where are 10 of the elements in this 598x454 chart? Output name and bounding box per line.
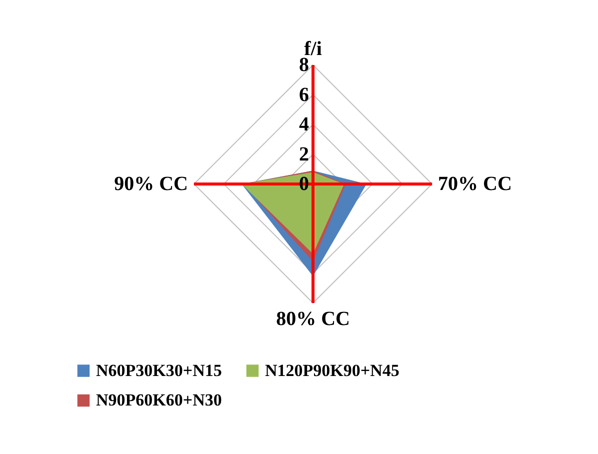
spoke-label: 80% CC (276, 308, 350, 330)
y-tick-label: 4 (299, 114, 309, 136)
spoke-label: 90% CC (114, 173, 188, 195)
y-tick-label: 2 (299, 143, 309, 166)
spoke-label: 70% CC (438, 173, 512, 195)
legend-label: N90P60K60+N30 (96, 390, 222, 410)
legend-label: N120P90K90+N45 (265, 360, 400, 380)
y-tick-label: 8 (299, 54, 309, 76)
y-tick-label: 6 (299, 84, 309, 106)
legend-label: N60P30K30+N15 (96, 360, 222, 380)
